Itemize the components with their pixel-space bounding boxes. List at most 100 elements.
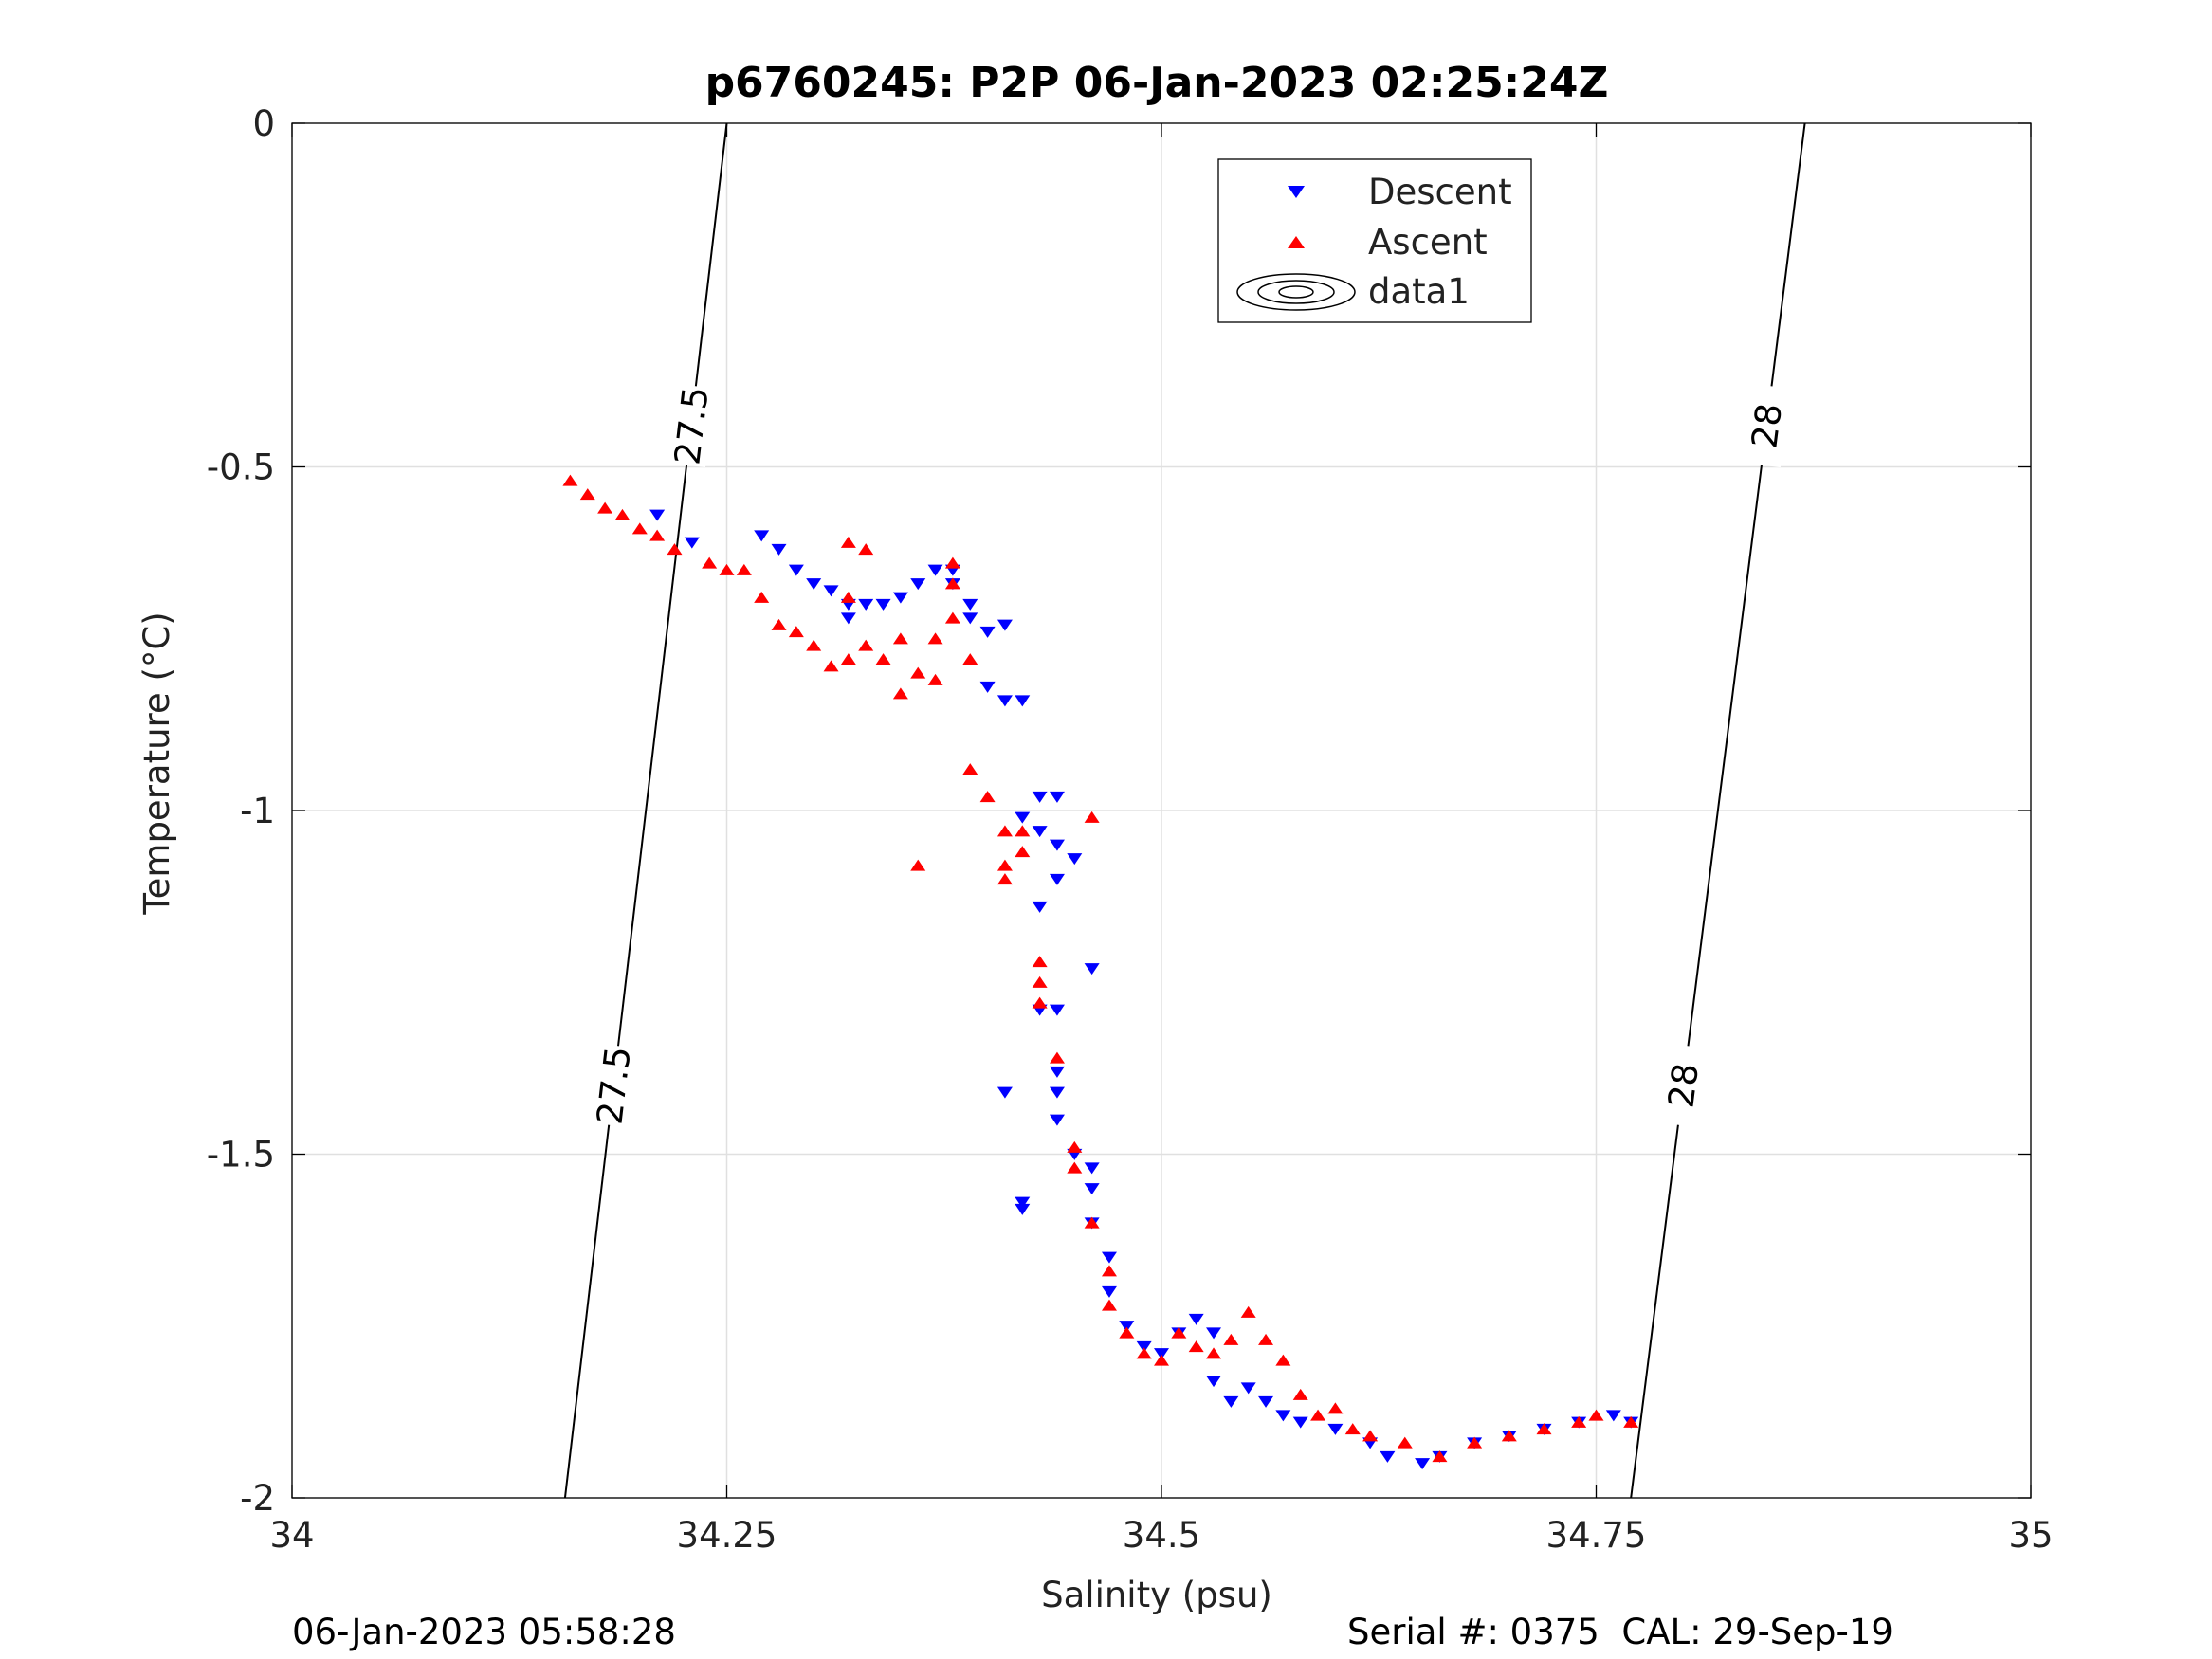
descent-point: [649, 509, 666, 521]
isopycnal-label: 28: [1659, 1043, 1708, 1128]
descent-point: [1067, 853, 1083, 866]
ascent-point: [1101, 1265, 1117, 1277]
legend-box: [1217, 158, 1532, 323]
x-tick-label: 34.25: [677, 1515, 777, 1556]
descent-point: [1084, 1162, 1100, 1175]
ascent-point: [927, 673, 943, 685]
x-tick-label: 34.5: [1123, 1515, 1200, 1556]
ascent-point: [771, 618, 787, 630]
ascent-point: [1292, 1388, 1308, 1400]
descent-point: [1032, 826, 1048, 838]
ascent-point: [788, 626, 804, 638]
isopycnal-lines: 27.5 27.5 28 28: [563, 122, 1806, 1499]
x-tick-label: 35: [2008, 1515, 2053, 1556]
descent-point: [823, 585, 839, 597]
descent-point: [1049, 839, 1065, 851]
descent-point: [1136, 1340, 1152, 1353]
axis-ticks: 34 34.25 34.5 34.75 35 0 -0.5 -1 -1.5 -2: [207, 103, 2054, 1556]
ascent-point: [996, 873, 1013, 885]
descent-point: [1258, 1395, 1274, 1408]
legend-contour-icon: [1236, 273, 1356, 311]
ascent-point: [944, 611, 960, 624]
ascent-point: [806, 639, 822, 651]
x-tick-label: 34: [269, 1515, 314, 1556]
ascent-point: [631, 522, 648, 535]
footer-timestamp: 06-Jan-2023 05:58:28: [292, 1612, 676, 1652]
isopycnal-line: [1630, 122, 1806, 1499]
ascent-point: [858, 639, 874, 651]
descent-point: [1049, 791, 1065, 803]
descent-point: [1206, 1327, 1222, 1340]
legend-descent-label: Descent: [1368, 172, 1512, 212]
ascent-point: [1588, 1409, 1604, 1421]
ascent-point: [667, 543, 683, 556]
descent-point: [1032, 791, 1048, 803]
descent-point: [788, 564, 804, 576]
ascent-point: [1206, 1347, 1222, 1359]
x-tick-label: 34.75: [1546, 1515, 1647, 1556]
ascent-point: [1397, 1436, 1413, 1449]
descent-point: [1049, 873, 1065, 885]
isopycnal-label-text: 28: [1744, 401, 1790, 450]
ascent-point: [1327, 1402, 1344, 1414]
ascent-point: [944, 556, 960, 569]
ascent-point: [944, 577, 960, 590]
descent-point: [1605, 1410, 1621, 1422]
descent-point: [962, 598, 978, 611]
descent-point: [840, 612, 856, 625]
legend-ascent-label: Ascent: [1368, 222, 1488, 263]
descent-point: [1119, 1321, 1135, 1333]
descent-point: [1049, 1114, 1065, 1126]
ascent-point: [1032, 956, 1048, 968]
isopycnal-label-bg: [1743, 383, 1791, 468]
isopycnal-label-text: 28: [1660, 1061, 1707, 1110]
descent-point: [1101, 1251, 1117, 1264]
legend-ascent-marker: [1288, 236, 1305, 248]
descent-point: [1154, 1348, 1169, 1360]
ascent-point: [910, 859, 926, 871]
descent-point: [1223, 1395, 1239, 1408]
ascent-point: [1049, 1051, 1065, 1064]
descent-point: [1049, 1066, 1065, 1078]
descent-point: [771, 543, 787, 556]
descent-point: [1327, 1423, 1344, 1435]
descent-point: [1015, 695, 1031, 707]
descent-point: [996, 1086, 1013, 1099]
ascent-point: [1154, 1354, 1169, 1366]
ascent-point: [996, 825, 1013, 837]
ascent-point: [1188, 1340, 1204, 1353]
ascent-point: [840, 536, 856, 548]
ascent-point: [892, 687, 908, 700]
isopycnal-label: 28: [1743, 383, 1791, 468]
ascent-point: [1015, 825, 1031, 837]
descent-point: [979, 626, 996, 638]
ascent-point: [649, 529, 666, 541]
ascent-point: [1067, 1140, 1083, 1153]
ascent-point: [823, 660, 839, 672]
ascent-point: [892, 632, 908, 645]
ascent-point: [702, 556, 718, 569]
descent-point: [892, 592, 908, 604]
isopycnal-label-bg: [590, 1043, 637, 1128]
descent-point: [1032, 901, 1048, 913]
isopycnal-line: [563, 122, 728, 1499]
y-tick-label: -1: [240, 791, 275, 831]
descent-point: [1292, 1416, 1308, 1429]
y-axis-label: Temperature (°C): [137, 611, 177, 915]
ascent-point: [840, 591, 856, 603]
descent-point: [1101, 1285, 1117, 1298]
isopycnal-label-text: 27.5: [589, 1045, 638, 1127]
data-points: [562, 474, 1639, 1470]
ascent-point: [875, 653, 891, 665]
ascent-point: [1032, 996, 1048, 1009]
descent-point: [858, 598, 874, 611]
descent-point: [996, 619, 1013, 631]
legend: Descent Ascent data1: [1217, 158, 1532, 323]
y-tick-label: 0: [252, 103, 275, 144]
isopycnal-label-bg: [1659, 1043, 1708, 1128]
ascent-point: [1223, 1333, 1239, 1345]
series-ascent: [562, 474, 1639, 1463]
descent-point: [1049, 1004, 1065, 1016]
ascent-point: [996, 859, 1013, 871]
y-tick-label: -1.5: [207, 1135, 275, 1176]
